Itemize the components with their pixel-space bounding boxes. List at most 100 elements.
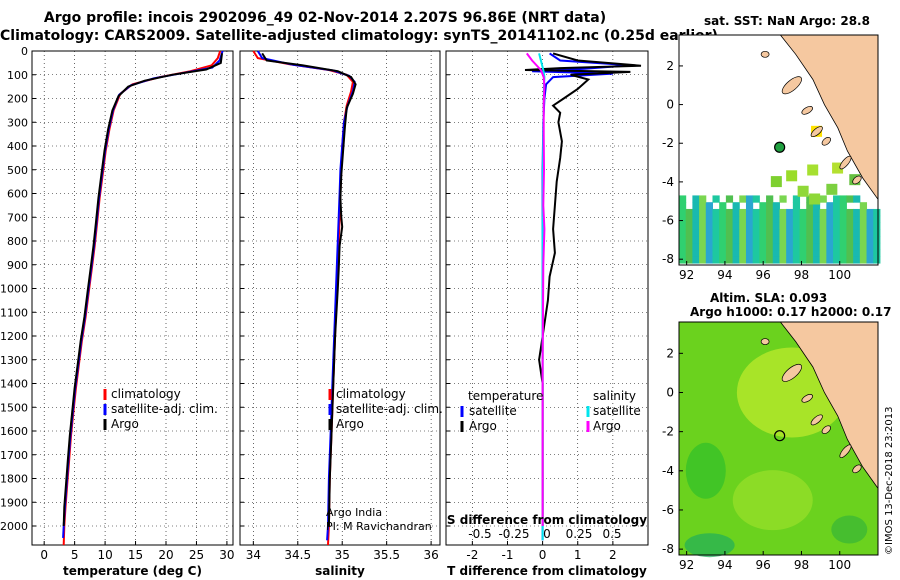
x-tick-label: 92 — [679, 558, 694, 572]
sst-cell — [826, 202, 834, 210]
sst-cell — [826, 249, 834, 257]
sst-cell — [866, 236, 874, 244]
credit-pi: PI: M Ravichandran — [326, 520, 432, 533]
island — [801, 394, 813, 403]
sst-cell — [770, 176, 782, 188]
y-tick-label: 200 — [7, 93, 28, 106]
sst-cell — [819, 208, 827, 217]
map-frame — [678, 34, 879, 266]
sst-cell — [806, 256, 814, 264]
x-tick-label: 0 — [40, 548, 48, 562]
sst-cell — [692, 249, 700, 257]
sla-map-title-line-2: Argo h1000: 0.17 h2000: 0.17 — [690, 305, 892, 319]
y-tick-label: -8 — [662, 252, 674, 266]
sst-cell — [792, 215, 801, 223]
series-line-argo — [62, 53, 223, 527]
legend-label: Argo — [336, 417, 364, 431]
sla-low-region — [684, 533, 735, 558]
sst-cell — [752, 242, 760, 251]
sst-cell — [839, 236, 847, 244]
sst-cell — [692, 236, 700, 244]
y-tick-label: 2000 — [0, 520, 28, 533]
sst-cell — [792, 222, 801, 230]
y-tick-label: 2 — [666, 346, 674, 360]
sst-cell — [732, 208, 740, 217]
sst-cell — [745, 202, 754, 210]
sst-cell — [779, 236, 787, 244]
sst-cell — [859, 236, 868, 244]
plot-frame-salinity — [239, 50, 441, 546]
sst-cell — [839, 222, 847, 230]
x-tick-label: 1 — [574, 548, 582, 562]
sst-cell — [792, 229, 801, 237]
sst-cell — [692, 256, 700, 264]
sst-cell — [819, 236, 827, 244]
sst-cell — [839, 249, 847, 257]
sst-cell — [725, 195, 734, 203]
sst-cell — [819, 256, 827, 264]
sst-cell — [699, 195, 707, 203]
sst-cell — [745, 249, 754, 257]
sst-cell — [685, 208, 693, 217]
secondary-axis-label: S difference from climatology — [447, 513, 647, 527]
sst-cell — [739, 249, 747, 257]
sst-cell — [759, 256, 767, 264]
y-tick-label: 1000 — [0, 283, 28, 296]
sst-cell — [772, 208, 780, 217]
legend-label: satellite — [469, 404, 517, 418]
y-tick-label: 1100 — [0, 306, 28, 319]
sst-cell — [866, 249, 874, 257]
sst-cell — [712, 195, 720, 203]
sst-cell — [866, 229, 874, 237]
imos-stamp: ©IMOS 13-Dec-2018 23:2013 — [884, 406, 895, 555]
sst-cell — [832, 162, 844, 174]
sst-cell — [745, 229, 754, 237]
sst-cell — [772, 222, 780, 230]
sst-cell — [699, 236, 707, 244]
sst-cell — [786, 242, 794, 251]
x-tick-label: 35 — [335, 548, 350, 562]
sst-cell — [766, 208, 774, 217]
sst-cell — [792, 256, 801, 264]
sst-cell — [685, 256, 693, 264]
y-tick-label: -8 — [662, 542, 674, 556]
island — [839, 155, 852, 170]
sst-cell — [812, 242, 821, 251]
sst-cell — [699, 202, 707, 210]
sst-cell — [712, 256, 720, 264]
sst-cell — [786, 236, 794, 244]
sst-cell — [772, 256, 780, 264]
sst-cell — [853, 195, 861, 203]
credit-argo-india: Argo India — [326, 506, 382, 519]
sst-cell — [853, 208, 861, 217]
sst-cell — [679, 222, 687, 230]
sst-cell — [719, 249, 727, 257]
sst-cell — [866, 242, 874, 251]
legend-label: climatology — [336, 387, 406, 401]
island — [781, 363, 802, 382]
sst-cell — [799, 215, 807, 223]
sst-cell — [712, 236, 720, 244]
sst-cell — [679, 236, 687, 244]
x-tick-label: 20 — [158, 548, 173, 562]
x-tick-label: 2 — [609, 548, 617, 562]
sst-cell — [806, 202, 814, 210]
sst-cell — [752, 208, 760, 217]
sst-cell — [766, 202, 774, 210]
sst-cell — [725, 242, 734, 251]
x-tick-label: 0 — [539, 548, 547, 562]
sst-cell — [846, 249, 854, 257]
plot-frame-temperature — [31, 50, 234, 546]
sst-cell — [705, 202, 713, 210]
sst-cell — [745, 208, 754, 217]
sst-cell — [745, 236, 754, 244]
sst-cell — [873, 222, 881, 230]
sst-cell — [806, 242, 814, 251]
sst-cell — [699, 242, 707, 251]
sst-cell — [699, 249, 707, 257]
sst-cell — [826, 236, 834, 244]
sla-high-region — [732, 470, 813, 531]
sst-cell — [812, 222, 821, 230]
sst-cell — [819, 222, 827, 230]
sst-cell — [839, 208, 847, 217]
